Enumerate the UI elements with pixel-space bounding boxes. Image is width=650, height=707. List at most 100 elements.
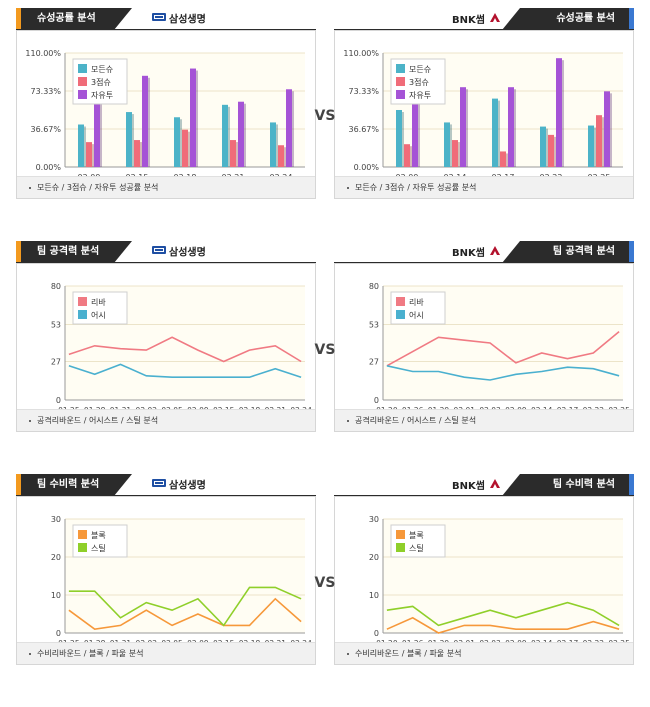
x-tick-label: 02,15 (126, 173, 149, 176)
x-tick-label: 02,01 (454, 639, 476, 642)
defense-panel-right: BNK썸 팀 수비력 분석 0 10 20 30 01,20 01,26 01,29 02,0… (334, 474, 634, 665)
team-label: 삼성생명 (152, 478, 206, 494)
x-tick-label: 01,20 (376, 639, 398, 642)
y-tick-label: 10 (51, 591, 61, 600)
bar-3점슈 (500, 151, 506, 167)
y-tick-label: 110.00% (343, 49, 379, 58)
x-tick-label: 02,24 (290, 406, 312, 409)
series-line-리바 (68, 336, 302, 363)
legend-label: 어시 (409, 310, 424, 320)
y-tick-label: 53 (51, 320, 61, 329)
chart-footer: 수비리바운드 / 블록 / 파울 분석 (335, 642, 633, 664)
x-tick-label: 02,18 (239, 639, 261, 642)
success-rate-panel-left: 슈성공률 분석 삼성생명 0.00% 36.67% 73.33% 110.00% 02,… (16, 8, 316, 199)
success-rate-panel-right: BNK썸 슈성공률 분석 0.00% 36.67% 73.33% 110.00% 02,… (334, 8, 634, 199)
x-tick-label: 02,05 (161, 406, 183, 409)
legend-label: 자유투 (91, 91, 113, 100)
series-line-스틸 (68, 586, 302, 627)
samsung-logo-icon (152, 245, 166, 260)
y-tick-label: 0 (374, 396, 379, 405)
x-tick-label: 02,21 (222, 173, 245, 176)
x-tick-label: 02,03 (479, 406, 501, 409)
chart-box: 0.00% 36.67% 73.33% 110.00% 02,09 02,14 02,17 0… (334, 30, 634, 199)
bar-모든슈 (588, 125, 594, 167)
footer-text: 모든슈 / 3점슈 / 자유투 성공률 분석 (355, 183, 477, 192)
x-tick-label: 02,02 (136, 406, 158, 409)
chart-footer: 수비리바운드 / 블록 / 파울 분석 (17, 642, 315, 664)
legend-swatch (396, 64, 405, 73)
y-tick-label: 30 (369, 515, 379, 524)
series-line-블록 (386, 616, 620, 634)
bar-chart: 0.00% 36.67% 73.33% 110.00% 02,09 02,15 02,18 0… (25, 49, 305, 176)
bar-자유투 (238, 101, 244, 167)
team-name: 삼성생명 (169, 247, 206, 259)
x-tick-label: 01,29 (428, 406, 450, 409)
x-tick-label: 02,24 (290, 639, 312, 642)
y-tick-label: 36.67% (30, 125, 61, 134)
bar-자유투 (412, 89, 418, 167)
chart-footer: 공격리바운드 / 어시스트 / 스틸 분석 (17, 409, 315, 431)
panel-header: BNK썸 슈성공률 분석 (334, 8, 634, 30)
x-tick-label: 02,02 (136, 639, 158, 642)
bar-자유투 (604, 91, 610, 167)
legend-swatch (78, 77, 87, 86)
legend-label: 스틸 (91, 543, 106, 553)
x-tick-label: 01,31 (110, 406, 132, 409)
defense-panel-left: 팀 수비력 분석 삼성생명 0 10 20 30 01,25 01,28 01,31 02,0… (16, 474, 316, 665)
panel-header: BNK썸 팀 수비력 분석 (334, 474, 634, 496)
x-tick-label: 01,25 (58, 406, 80, 409)
chart-footer: 모든슈 / 3점슈 / 자유투 성공률 분석 (335, 176, 633, 198)
line-chart: 0 27 53 80 01,25 01,28 01,31 02,0202,05 02,09 02,… (51, 282, 312, 409)
x-tick-label: 02,09 (505, 639, 527, 642)
legend-label: 3점슈 (91, 77, 111, 87)
y-tick-label: 27 (51, 358, 61, 367)
bar-모든슈 (492, 98, 498, 167)
footer-text: 수비리바운드 / 블록 / 파울 분석 (355, 649, 462, 658)
team-name: 삼성생명 (169, 14, 206, 26)
bar-모든슈 (126, 112, 132, 167)
y-tick-label: 80 (369, 282, 379, 291)
x-tick-label: 02,24 (270, 173, 293, 176)
bar-모든슈 (444, 122, 450, 167)
bar-자유투 (286, 89, 292, 167)
bar-3점슈 (548, 134, 554, 167)
team-name: BNK썸 (452, 15, 485, 26)
panel-title: 슈성공률 분석 (502, 8, 634, 30)
bar-3점슈 (596, 115, 602, 167)
x-tick-label: 02,22 (583, 406, 605, 409)
x-tick-label: 02,09 (396, 173, 419, 176)
footer-text: 수비리바운드 / 블록 / 파울 분석 (37, 649, 144, 658)
legend-swatch (78, 90, 87, 99)
team-label: BNK썸 (452, 478, 501, 494)
x-tick-label: 02,17 (557, 639, 579, 642)
y-tick-label: 27 (369, 358, 379, 367)
x-tick-label: 02,09 (78, 173, 101, 176)
bar-모든슈 (78, 124, 84, 167)
legend-label: 모든슈 (91, 65, 113, 74)
y-tick-label: 30 (51, 515, 61, 524)
attack-panel-right: BNK썸 팀 공격력 분석 0 27 53 80 01,20 01,26 01,29 02,0… (334, 241, 634, 432)
vs-label: VS (314, 342, 336, 358)
y-tick-label: 0.00% (354, 163, 380, 172)
x-tick-label: 02,25 (588, 173, 611, 176)
bar-3점슈 (182, 129, 188, 167)
y-tick-label: 80 (51, 282, 61, 291)
chart-footer: 공격리바운드 / 어시스트 / 스틸 분석 (335, 409, 633, 431)
x-tick-label: 01,28 (84, 406, 106, 409)
panel-header: 팀 수비력 분석 삼성생명 (16, 474, 316, 496)
chart-footer: 모든슈 / 3점슈 / 자유투 성공률 분석 (17, 176, 315, 198)
x-tick-label: 01,31 (110, 639, 132, 642)
x-tick-label: 01,20 (376, 406, 398, 409)
bar-3점슈 (230, 140, 236, 167)
y-tick-label: 20 (369, 553, 379, 562)
x-tick-label: 01,26 (402, 639, 424, 642)
x-tick-label: 02,01 (454, 406, 476, 409)
panel-title: 팀 공격력 분석 (502, 241, 634, 263)
x-tick-label: 02,14 (531, 639, 553, 642)
legend-swatch (396, 530, 405, 539)
y-tick-label: 73.33% (348, 87, 379, 96)
series-line-리바 (386, 330, 620, 367)
bar-자유투 (190, 68, 196, 167)
samsung-logo-icon (152, 12, 166, 27)
